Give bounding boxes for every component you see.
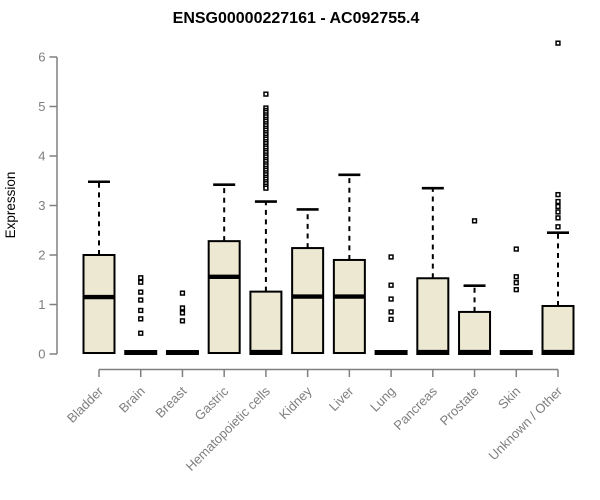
- box-unknown-other: [541, 304, 575, 355]
- x-axis-category-label-gastric: Gastric: [192, 383, 232, 423]
- outlier-point-breast: [179, 290, 186, 296]
- outlier-point-unknown-other: [555, 203, 561, 210]
- boxplot-group-gastric: [207, 183, 241, 355]
- y-axis-tick-label: 1: [38, 297, 45, 312]
- boxplot-group-lung: [374, 254, 408, 355]
- y-axis-tick-label: 4: [38, 149, 45, 164]
- boxplot-group-breast: [165, 290, 199, 355]
- x-axis-category-label-pancreas: Pancreas: [390, 383, 440, 433]
- outlier-point-brain: [138, 275, 144, 281]
- boxplot-group-brain: [124, 275, 158, 355]
- outlier-point-lung: [388, 309, 394, 315]
- x-axis-category-label-liver: Liver: [326, 383, 357, 414]
- x-axis-category-label-kidney: Kidney: [276, 383, 315, 422]
- outlier-point-lung: [388, 282, 394, 288]
- x-axis-category-label-skin: Skin: [495, 384, 523, 412]
- outlier-point-brain: [138, 307, 144, 314]
- outlier-point-lung: [388, 296, 394, 302]
- boxplot-group-liver: [332, 173, 366, 355]
- box-gastric: [207, 240, 241, 355]
- outlier-point-breast: [179, 310, 186, 316]
- y-axis-tick-label: 3: [38, 198, 45, 213]
- boxplot-group-bladder: [82, 180, 116, 355]
- chart-title: ENSG00000227161 - AC092755.4: [173, 10, 420, 27]
- outlier-point-hematopoietic-cells: [263, 185, 269, 191]
- outlier-point-unknown-other: [555, 40, 561, 46]
- y-axis-tick-label: 0: [38, 347, 45, 362]
- boxplot-group-pancreas: [416, 186, 450, 356]
- outlier-point-unknown-other: [555, 224, 561, 230]
- boxplot-group-hematopoietic-cells: [249, 91, 283, 356]
- box-hematopoietic-cells: [249, 290, 283, 356]
- box-kidney: [291, 247, 325, 355]
- outlier-point-unknown-other: [555, 191, 561, 198]
- outlier-point-brain: [138, 330, 144, 336]
- x-axis-category-label-breast: Breast: [152, 383, 189, 420]
- x-axis-category-label-prostate: Prostate: [437, 384, 482, 429]
- x-axis-category-label-lung: Lung: [367, 384, 398, 415]
- outlier-point-unknown-other: [555, 215, 561, 221]
- outlier-point-brain: [138, 297, 144, 303]
- box-prostate: [458, 310, 492, 355]
- x-axis-category-label-brain: Brain: [116, 384, 148, 416]
- outlier-point-brain: [138, 289, 144, 295]
- y-axis-tick-label: 2: [38, 248, 45, 263]
- boxplot-group-prostate: [458, 218, 492, 355]
- outlier-point-skin: [513, 280, 519, 286]
- outlier-point-skin: [513, 287, 519, 293]
- x-axis-category-label-unknown-other: Unknown / Other: [486, 383, 566, 463]
- box-liver: [332, 258, 366, 355]
- y-axis-label: Expression: [3, 172, 18, 239]
- outlier-point-breast: [179, 318, 186, 324]
- y-axis-tick-label: 5: [38, 99, 45, 114]
- outlier-point-brain: [138, 316, 144, 322]
- outlier-point-lung: [388, 316, 394, 323]
- box-bladder: [82, 254, 116, 355]
- boxplot-group-skin: [499, 246, 533, 355]
- boxes-layer: [82, 40, 575, 356]
- box-pancreas: [416, 277, 450, 356]
- outlier-point-unknown-other: [555, 198, 561, 205]
- y-axis-tick-label: 6: [38, 50, 45, 65]
- outlier-point-unknown-other: [555, 209, 561, 215]
- outlier-point-skin: [513, 274, 519, 280]
- outlier-point-prostate: [471, 218, 478, 224]
- outlier-point-breast: [179, 305, 186, 311]
- outlier-point-brain: [138, 279, 144, 285]
- outlier-point-lung: [388, 254, 394, 260]
- outlier-point-skin: [513, 246, 519, 252]
- boxplot-group-unknown-other: [541, 40, 575, 355]
- x-axis-category-label-bladder: Bladder: [64, 383, 107, 426]
- outlier-point-hematopoietic-cells: [263, 91, 269, 97]
- boxplot-group-kidney: [291, 208, 325, 355]
